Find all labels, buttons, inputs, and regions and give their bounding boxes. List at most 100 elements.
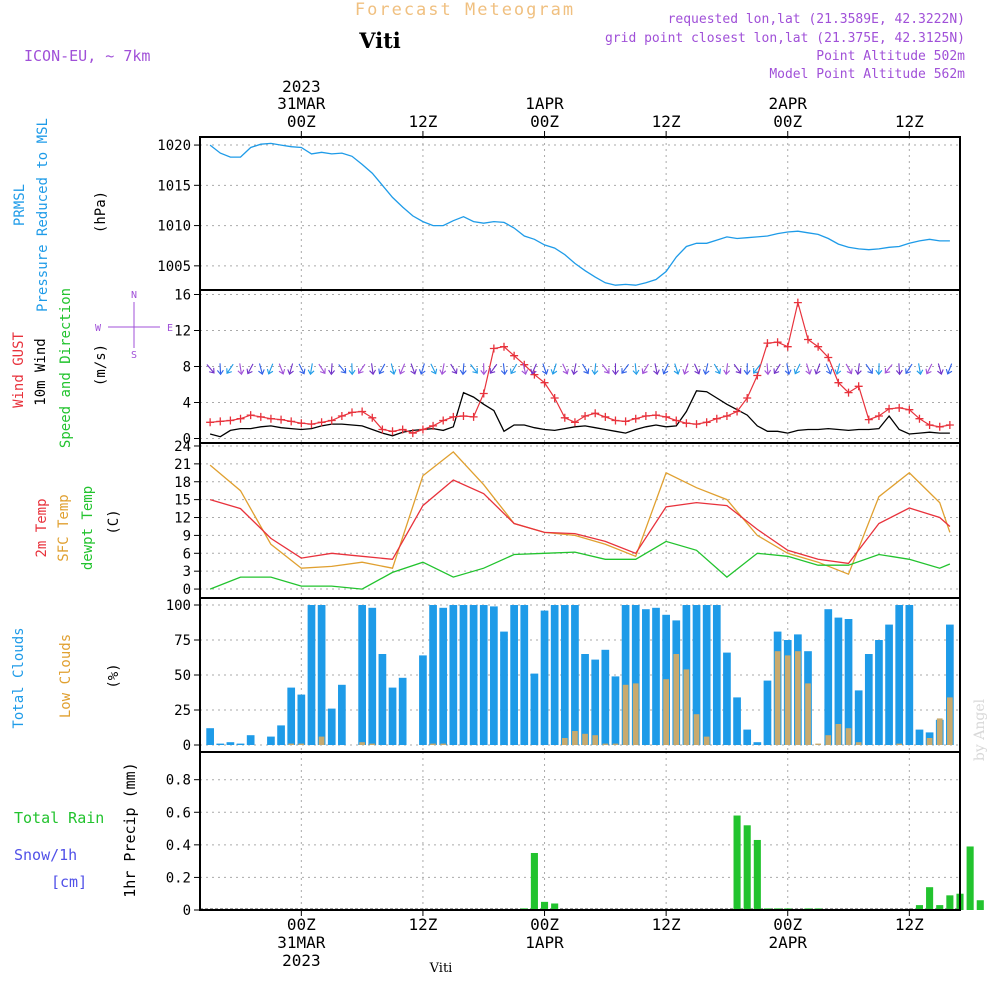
total-cloud-bar: [459, 605, 468, 745]
wind-gust-marker: [378, 425, 387, 434]
wind-direction-arrow: [237, 363, 245, 376]
model-name: ICON-EU, ~ 7km: [24, 47, 150, 65]
total-cloud-bar: [885, 624, 893, 745]
total-cloud-bar: [287, 687, 296, 745]
wind-direction-arrow: [673, 363, 681, 375]
wind-gust-marker: [641, 412, 650, 420]
wind-gust-marker: [905, 405, 914, 414]
wind-gust-line: [210, 302, 951, 434]
wind-gust-marker: [611, 416, 620, 425]
low-cloud-bar: [683, 669, 690, 745]
wind-direction-arrow: [945, 363, 953, 375]
y-tick-label: 16: [174, 288, 191, 304]
wind-direction-arrow: [500, 363, 508, 376]
total-cloud-bar: [560, 605, 569, 745]
wind-direction-arrow: [854, 363, 862, 376]
bottom-date-label: 1APR: [525, 933, 564, 952]
wind-gust-marker: [317, 418, 326, 427]
total-cloud-bar: [449, 605, 458, 745]
precip-bar: [915, 905, 924, 910]
wind-direction-arrow: [521, 363, 529, 376]
total-cloud-bar: [358, 605, 366, 745]
total-cloud-bar: [652, 607, 660, 745]
wind-direction-arrow: [825, 363, 833, 375]
compass-rose-icon: [108, 302, 160, 348]
wind-direction-arrow: [713, 363, 721, 375]
wind-gust-marker: [429, 421, 438, 430]
wind-label-1: Wind GUST: [11, 332, 27, 408]
y-tick-label: 75: [174, 633, 191, 649]
y-tick-label: 18: [174, 475, 191, 491]
wind-direction-arrow: [246, 363, 254, 375]
wind-direction-arrow: [773, 363, 781, 375]
wind-direction-arrow: [459, 363, 467, 376]
grid: [200, 137, 960, 911]
wind-gust-marker: [722, 412, 731, 420]
low-cloud-bar: [703, 736, 710, 745]
total-cloud-bar: [429, 605, 437, 745]
wind-ylabel: Wind GUST 10m Wind Speed and Direction (…: [11, 288, 173, 448]
top-time-label: 12Z: [895, 112, 924, 131]
y-tick-label: 0.2: [166, 870, 191, 886]
wind-gust-marker: [743, 394, 752, 402]
total-cloud-bar: [267, 736, 275, 745]
total-cloud-bar: [540, 610, 549, 745]
legend-snow: Snow/1h: [14, 846, 77, 864]
wind-gust-marker: [733, 407, 742, 416]
wind-direction-arrow: [258, 363, 265, 375]
low-cloud-bar: [784, 655, 791, 745]
total-cloud-bar: [743, 729, 752, 745]
wind-direction-arrow: [865, 363, 873, 374]
y-tick-label: 8: [183, 360, 191, 376]
wind-gust-marker: [895, 403, 904, 412]
pressure-line: [209, 142, 950, 286]
top-time-label: 00Z: [530, 112, 559, 131]
wind-gust-marker: [793, 298, 802, 307]
cloud-ylabel: Total Clouds Low Clouds (%): [11, 627, 122, 728]
low-cloud-bar: [774, 651, 781, 745]
wind-gust-marker: [925, 421, 934, 429]
precip-bar: [936, 905, 944, 910]
bottom-date-label: 2APR: [768, 933, 807, 952]
wind-gust-marker: [256, 412, 265, 421]
wind-direction-arrow: [925, 363, 933, 375]
legend-snow-unit: [cm]: [51, 873, 87, 891]
y-tick-label: 24: [174, 439, 191, 455]
precip-ylabel: 1hr Precip (mm) Total Rain Snow/1h [cm]: [14, 762, 139, 897]
wind-direction-arrow: [489, 363, 498, 374]
wind-direction-arrow: [884, 364, 893, 374]
wind-gust-marker: [439, 416, 448, 425]
wind-direction-arrow: [682, 363, 689, 375]
wind-direction-arrow: [439, 363, 447, 376]
low-cloud-bar: [430, 743, 436, 745]
wind-direction-arrow: [937, 363, 944, 375]
wind-direction-arrow: [743, 363, 751, 376]
total-cloud-bar: [550, 605, 559, 745]
total-cloud-bar: [327, 708, 336, 745]
point-altitude: Point Altitude 502m: [816, 49, 965, 64]
wind-gust-marker: [824, 353, 833, 362]
low-cloud-bar: [572, 731, 578, 745]
model-altitude: Model Point Altitude 562m: [769, 67, 965, 82]
total-cloud-bar: [763, 680, 772, 745]
low-cloud-bar: [947, 697, 953, 745]
wind-gust-marker: [763, 339, 772, 348]
total-cloud-bar: [307, 605, 316, 745]
wind-direction-arrow: [287, 363, 294, 375]
wind-direction-arrow: [398, 363, 406, 375]
low-cloud-bar: [632, 683, 639, 745]
bottom-year-label: 2023: [282, 951, 321, 970]
wind-gust-marker: [804, 335, 812, 344]
low-cloud-bar: [855, 742, 862, 745]
compass-s: S: [131, 350, 137, 361]
total-cloud-bar: [398, 677, 407, 745]
wind-gust-marker: [449, 412, 458, 421]
total-cloud-bar: [571, 605, 579, 745]
total-cloud-bar: [510, 605, 518, 745]
panel-frame: [199, 442, 961, 599]
wind-direction-arrow: [418, 363, 426, 375]
top-time-label: 12Z: [652, 112, 681, 131]
wind-direction-arrow: [550, 363, 558, 375]
wind-direction-arrow: [693, 363, 701, 375]
